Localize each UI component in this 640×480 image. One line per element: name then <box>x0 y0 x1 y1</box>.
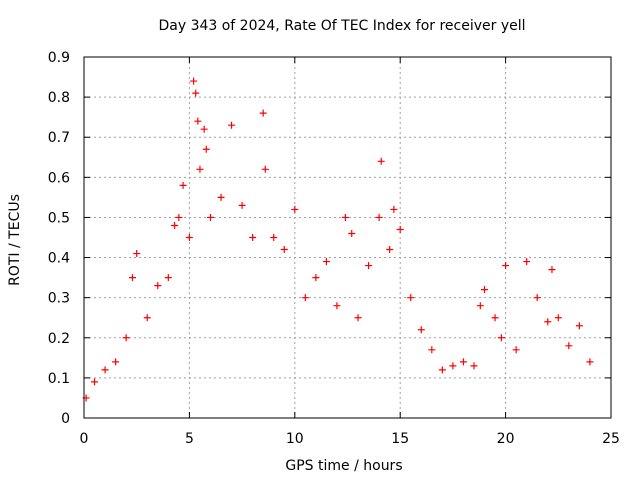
scatter-point <box>112 358 120 366</box>
scatter-point <box>122 334 130 342</box>
scatter-point <box>481 286 489 294</box>
plot-frame <box>83 56 612 419</box>
scatter-point <box>128 274 136 282</box>
scatter-point <box>202 145 210 153</box>
scatter-point <box>586 358 594 366</box>
scatter-point <box>164 274 172 282</box>
scatter-point <box>91 378 99 386</box>
y-tick-label: 0.8 <box>48 90 70 106</box>
scatter-point <box>192 89 200 97</box>
scatter-point <box>194 117 202 125</box>
scatter-point <box>322 258 330 266</box>
x-tick-label: 20 <box>497 431 515 447</box>
scatter-point <box>438 366 446 374</box>
scatter-point <box>497 334 505 342</box>
x-tick-label: 0 <box>80 431 89 447</box>
scatter-point <box>354 314 362 322</box>
scatter-point <box>301 294 309 302</box>
scatter-point <box>270 234 278 241</box>
axis-ticks <box>83 56 612 419</box>
scatter-point <box>470 362 478 370</box>
scatter-point <box>206 213 214 221</box>
scatter-point <box>133 250 141 258</box>
scatter-point <box>575 322 583 330</box>
scatter-point <box>200 125 208 133</box>
scatter-point <box>333 302 341 310</box>
scatter-point <box>407 294 415 302</box>
scatter-point <box>190 77 198 85</box>
x-tick-label: 5 <box>185 431 194 447</box>
scatter-point <box>348 229 356 237</box>
scatter-point <box>228 121 236 129</box>
scatter-point <box>259 109 267 117</box>
scatter-point <box>544 318 552 326</box>
scatter-point <box>417 326 425 334</box>
scatter-point <box>280 246 288 254</box>
scatter-points <box>82 77 594 402</box>
y-axis-label: ROTI / TECUs <box>7 194 23 286</box>
scatter-point <box>291 205 299 213</box>
scatter-point <box>375 213 383 221</box>
scatter-point <box>143 314 151 322</box>
scatter-point <box>523 258 531 266</box>
scatter-point <box>196 165 204 173</box>
scatter-point <box>312 274 320 282</box>
y-tick-label: 0.7 <box>48 130 70 146</box>
scatter-point <box>175 213 183 221</box>
scatter-point <box>565 342 573 350</box>
y-tick-label: 0.9 <box>48 50 70 66</box>
scatter-point <box>217 193 225 201</box>
y-tick-label: 0 <box>61 411 70 427</box>
scatter-point <box>428 346 436 354</box>
scatter-point <box>341 213 349 221</box>
scatter-point <box>179 181 187 189</box>
y-tick-label: 0.6 <box>48 170 70 186</box>
y-tick-label: 0.3 <box>48 291 70 307</box>
y-tick-label: 0.1 <box>48 371 70 387</box>
scatter-point <box>390 205 398 213</box>
x-tick-label: 15 <box>391 431 409 447</box>
scatter-point <box>377 157 385 165</box>
x-axis-label: GPS time / hours <box>285 458 402 474</box>
x-tick-label: 10 <box>286 431 304 447</box>
x-tick-labels: 0 5 10 15 20 25 <box>80 431 620 447</box>
scatter-point <box>548 266 556 274</box>
scatter-point <box>554 314 562 322</box>
scatter-point <box>533 294 541 302</box>
scatter-point <box>459 358 467 366</box>
y-tick-label: 0.4 <box>48 251 70 267</box>
scatter-point <box>386 246 394 254</box>
y-tick-labels: 0 0.1 0.2 0.3 0.4 0.5 0.6 0.7 0.8 0.9 <box>48 50 70 427</box>
grid-layer <box>84 57 611 418</box>
scatter-point <box>449 362 457 370</box>
y-tick-label: 0.5 <box>48 210 70 226</box>
scatter-point <box>396 225 404 233</box>
scatter-point <box>365 262 373 270</box>
scatter-point <box>249 234 257 241</box>
scatter-point <box>491 314 499 322</box>
scatter-point <box>101 366 109 374</box>
scatter-point <box>171 221 179 229</box>
chart-title: Day 343 of 2024, Rate Of TEC Index for r… <box>158 18 525 34</box>
scatter-point <box>154 282 162 290</box>
scatter-point <box>185 234 193 241</box>
scatter-point <box>502 262 510 270</box>
x-tick-label: 25 <box>602 431 620 447</box>
scatter-point <box>512 346 520 354</box>
scatter-point <box>261 165 269 173</box>
scatter-point <box>238 201 246 209</box>
scatter-point <box>476 302 484 310</box>
y-tick-label: 0.2 <box>48 331 70 347</box>
